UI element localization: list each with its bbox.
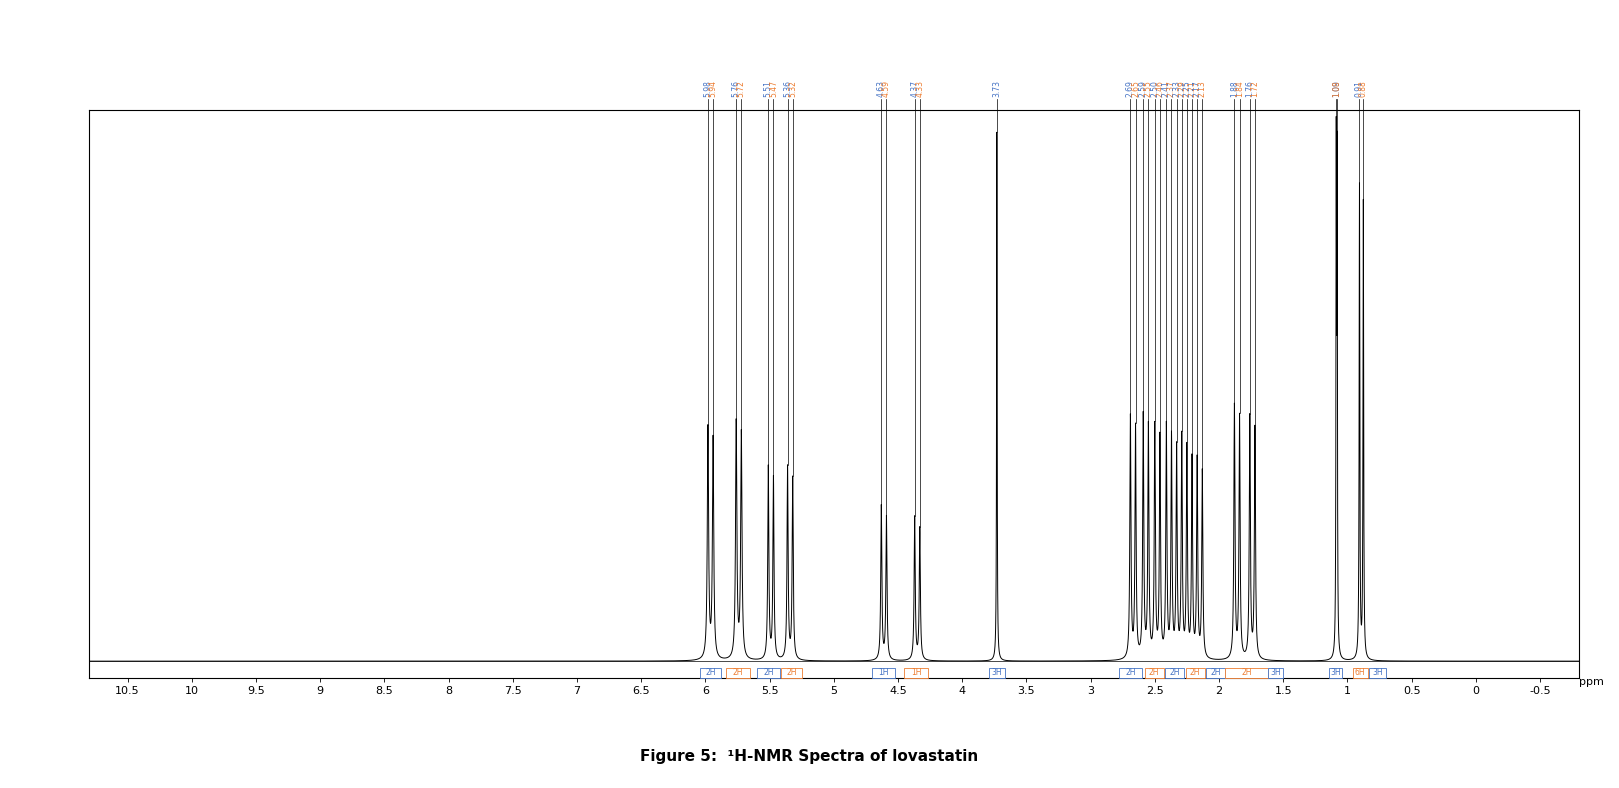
Text: 2.33: 2.33: [1172, 80, 1182, 97]
Text: 2.13: 2.13: [1198, 80, 1206, 97]
Text: 1.88: 1.88: [1230, 80, 1239, 97]
FancyBboxPatch shape: [701, 668, 720, 678]
Text: 2H: 2H: [1169, 668, 1180, 677]
Text: 2H: 2H: [706, 668, 716, 677]
Text: 2.17: 2.17: [1193, 80, 1201, 97]
Text: 2.50: 2.50: [1149, 80, 1159, 97]
FancyBboxPatch shape: [1268, 668, 1284, 678]
Text: 5.51: 5.51: [764, 80, 772, 97]
FancyBboxPatch shape: [1226, 668, 1268, 678]
Text: 2.69: 2.69: [1125, 80, 1135, 97]
Text: 2.21: 2.21: [1187, 80, 1196, 97]
Text: 5.47: 5.47: [769, 80, 779, 97]
Text: 2.46: 2.46: [1156, 80, 1164, 97]
Text: 2H: 2H: [1190, 668, 1201, 677]
FancyBboxPatch shape: [1329, 668, 1342, 678]
Text: 3H: 3H: [991, 668, 1002, 677]
FancyBboxPatch shape: [1352, 668, 1368, 678]
Text: 3H: 3H: [1331, 668, 1341, 677]
Text: 4.37: 4.37: [910, 80, 920, 97]
Text: 2.65: 2.65: [1132, 80, 1140, 97]
Text: 5.32: 5.32: [788, 80, 797, 97]
Text: 5.98: 5.98: [703, 80, 712, 97]
Text: 5.94: 5.94: [709, 80, 717, 97]
Text: 2.29: 2.29: [1177, 80, 1187, 97]
Text: 2.41: 2.41: [1162, 80, 1171, 97]
Text: 5.76: 5.76: [732, 80, 742, 97]
Text: 1.09: 1.09: [1332, 80, 1341, 97]
FancyBboxPatch shape: [725, 668, 750, 678]
Text: ppm: ppm: [1579, 677, 1603, 686]
Text: 2H: 2H: [787, 668, 797, 677]
Text: 3H: 3H: [1373, 668, 1383, 677]
Text: 2H: 2H: [1242, 668, 1251, 677]
FancyBboxPatch shape: [1370, 668, 1386, 678]
Text: 1.76: 1.76: [1245, 80, 1255, 97]
Text: 1H: 1H: [911, 668, 921, 677]
Text: 1.84: 1.84: [1235, 80, 1243, 97]
Text: Figure 5:  ¹H-NMR Spectra of lovastatin: Figure 5: ¹H-NMR Spectra of lovastatin: [641, 749, 978, 764]
Text: 4.33: 4.33: [915, 80, 924, 97]
Text: 2.37: 2.37: [1167, 80, 1175, 97]
FancyBboxPatch shape: [905, 668, 928, 678]
FancyBboxPatch shape: [873, 668, 895, 678]
Text: 1.08: 1.08: [1332, 80, 1342, 97]
Text: 2H: 2H: [1211, 668, 1221, 677]
Text: 2.25: 2.25: [1182, 80, 1192, 97]
FancyBboxPatch shape: [989, 668, 1004, 678]
FancyBboxPatch shape: [780, 668, 801, 678]
Text: 2H: 2H: [763, 668, 774, 677]
Text: 2H: 2H: [1149, 668, 1159, 677]
Text: 2H: 2H: [733, 668, 743, 677]
Text: 2.59: 2.59: [1138, 80, 1148, 97]
Text: 5.36: 5.36: [784, 80, 792, 97]
Text: 0.91: 0.91: [1355, 80, 1363, 97]
FancyBboxPatch shape: [1145, 668, 1164, 678]
Text: 2.55: 2.55: [1145, 80, 1153, 97]
FancyBboxPatch shape: [1166, 668, 1185, 678]
FancyBboxPatch shape: [756, 668, 780, 678]
Text: 1.72: 1.72: [1250, 80, 1260, 97]
Text: 2H: 2H: [1125, 668, 1135, 677]
FancyBboxPatch shape: [1206, 668, 1226, 678]
Text: 6H: 6H: [1355, 668, 1365, 677]
Text: 3.73: 3.73: [992, 80, 1002, 97]
FancyBboxPatch shape: [1185, 668, 1205, 678]
Text: 4.59: 4.59: [882, 80, 890, 97]
Text: 4.63: 4.63: [877, 80, 886, 97]
Text: 1H: 1H: [879, 668, 889, 677]
FancyBboxPatch shape: [1119, 668, 1141, 678]
Text: 3H: 3H: [1271, 668, 1281, 677]
Text: 0.88: 0.88: [1358, 80, 1368, 97]
Text: 5.72: 5.72: [737, 80, 746, 97]
